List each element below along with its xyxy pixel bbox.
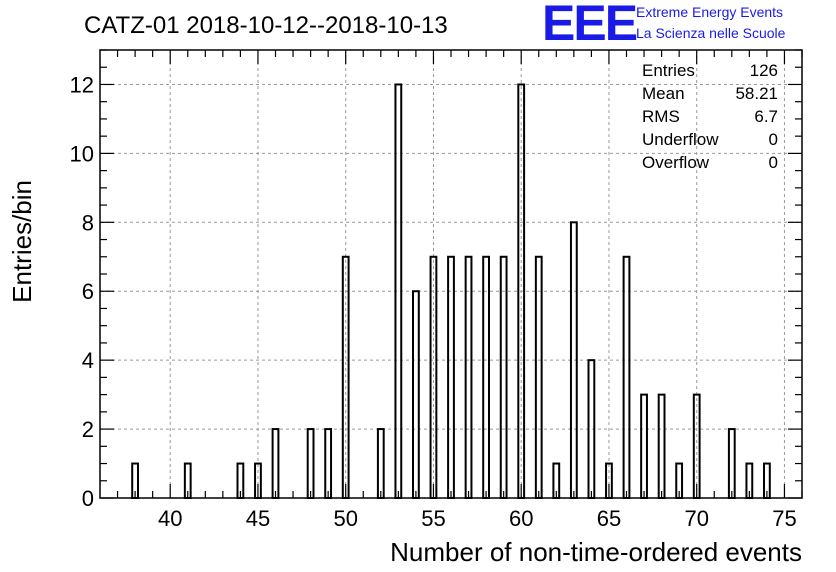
histogram-bar bbox=[306, 428, 315, 500]
histogram-bar bbox=[376, 428, 385, 500]
stats-box: Entries 126 Mean 58.21 RMS 6.7 Underflow 0 Overf… bbox=[642, 61, 778, 172]
x-tick-label: 65 bbox=[597, 506, 621, 531]
y-tick-label: 2 bbox=[82, 417, 94, 442]
histogram-bar bbox=[271, 428, 280, 500]
histogram-bar bbox=[569, 221, 578, 500]
y-axis-title: Entries/bin bbox=[7, 180, 37, 303]
x-axis-title: Number of non-time-ordered events bbox=[390, 537, 802, 567]
stats-label: Entries bbox=[642, 61, 695, 80]
histogram-bar bbox=[727, 428, 736, 500]
x-tick-label: 45 bbox=[246, 506, 270, 531]
x-tick-label: 40 bbox=[158, 506, 182, 531]
histogram-bar bbox=[447, 255, 455, 499]
eee-logo-letters: EEE bbox=[542, 0, 637, 51]
y-tick-label: 8 bbox=[82, 210, 94, 235]
y-tick-label: 12 bbox=[70, 72, 94, 97]
histogram-bar bbox=[587, 359, 596, 499]
histogram-bar bbox=[482, 255, 490, 499]
y-tick-label: 6 bbox=[82, 279, 94, 304]
histogram-bar bbox=[640, 393, 648, 499]
histogram-bar bbox=[412, 290, 420, 499]
y-tick-label: 0 bbox=[82, 486, 94, 511]
stats-value: 126 bbox=[750, 61, 778, 80]
x-tick-label: 55 bbox=[421, 506, 445, 531]
histogram-bar bbox=[657, 393, 666, 499]
y-tick-label: 4 bbox=[82, 348, 94, 373]
plot-frame bbox=[99, 49, 803, 499]
x-tick-label: 60 bbox=[509, 506, 533, 531]
logo-line-1: Extreme Energy Events bbox=[636, 4, 783, 20]
stats-value: 58.21 bbox=[735, 84, 778, 103]
histogram-bar bbox=[622, 255, 631, 499]
histogram-bar bbox=[499, 255, 508, 499]
x-tick-label: 50 bbox=[333, 506, 357, 531]
x-tick-label: 70 bbox=[684, 506, 708, 531]
x-tick-label: 75 bbox=[772, 506, 796, 531]
stats-value: 6.7 bbox=[754, 107, 778, 126]
chart-title: CATZ-01 2018-10-12--2018-10-13 bbox=[84, 12, 448, 39]
histogram-bar bbox=[324, 428, 333, 500]
logo-line-2: La Scienza nelle Scuole bbox=[636, 25, 786, 41]
histogram-bar bbox=[534, 255, 543, 499]
stats-label: RMS bbox=[642, 107, 680, 126]
stats-value: 0 bbox=[769, 130, 778, 149]
grid-lines bbox=[100, 50, 802, 498]
histogram-bar bbox=[394, 83, 403, 499]
y-tick-label: 10 bbox=[70, 141, 94, 166]
stats-label: Mean bbox=[642, 84, 685, 103]
histogram-bar bbox=[464, 255, 473, 499]
eee-logo: EEE Extreme Energy Events La Scienza nel… bbox=[542, 0, 786, 51]
x-axis-tick-labels: 40 45 50 55 60 65 70 75 bbox=[158, 506, 797, 531]
stats-label: Overflow bbox=[642, 153, 710, 172]
y-axis-tick-labels: 0 2 4 6 8 10 12 bbox=[70, 72, 94, 511]
stats-label: Underflow bbox=[642, 130, 719, 149]
stats-value: 0 bbox=[769, 153, 778, 172]
